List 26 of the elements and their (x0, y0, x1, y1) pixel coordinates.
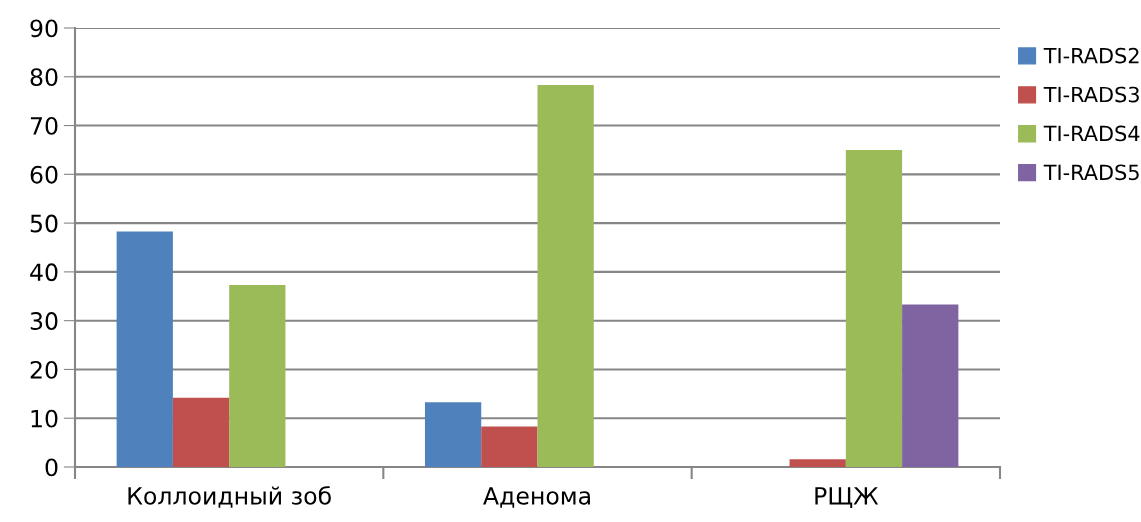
y-tick-label: 0 (45, 458, 58, 477)
bar (902, 304, 959, 467)
legend-label: TI-RADS5 (1043, 164, 1139, 181)
legend-label: TI-RADS3 (1043, 86, 1139, 103)
y-tick-label: 70 (30, 117, 58, 135)
x-tick-label: Аденома (483, 487, 590, 508)
x-tick-label: Коллоидный зоб (128, 486, 331, 508)
bar (537, 85, 594, 467)
bar (229, 285, 286, 467)
y-tick-label: 40 (30, 263, 58, 282)
legend-label: TI-RADS4 (1043, 125, 1140, 142)
bar (172, 397, 230, 467)
bar (481, 426, 538, 467)
y-tick-label: 20 (30, 360, 58, 379)
bar (789, 459, 846, 467)
y-tick-label: 10 (31, 409, 58, 428)
bar (845, 149, 903, 467)
y-tick-label: 80 (30, 68, 58, 87)
x-tick-label: РЩЖ (815, 487, 879, 509)
y-tick-label: 30 (30, 312, 58, 330)
y-tick-label: 50 (30, 214, 58, 233)
bar (424, 402, 482, 467)
legend-label: TI-RADS2 (1043, 47, 1139, 64)
y-tick-label: 60 (30, 165, 58, 184)
y-tick-label: 90 (30, 19, 58, 38)
bar (116, 231, 173, 467)
